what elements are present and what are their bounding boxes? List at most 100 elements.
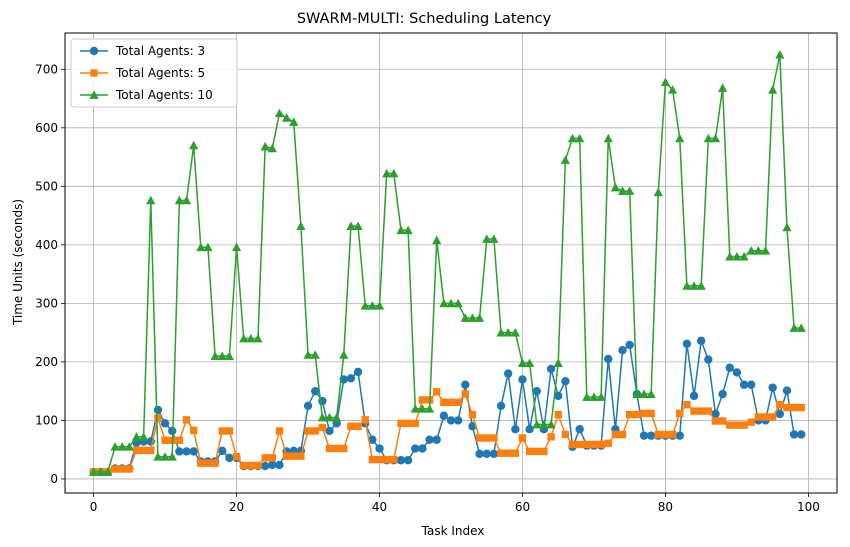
data-point [504, 449, 512, 457]
data-point [325, 426, 334, 436]
data-point [211, 459, 219, 467]
data-point [733, 421, 741, 429]
data-point [404, 419, 412, 428]
data-point [747, 380, 756, 389]
data-point [639, 431, 649, 440]
data-point [554, 410, 562, 419]
data-point [682, 281, 692, 290]
data-point [275, 427, 284, 435]
data-point [296, 221, 306, 231]
data-point [510, 328, 520, 337]
data-point [626, 410, 634, 419]
data-point [775, 409, 785, 419]
data-point [453, 416, 463, 425]
data-point [525, 447, 534, 456]
x-tick-label: 80 [658, 500, 673, 514]
data-point [732, 251, 742, 261]
data-point [353, 221, 363, 231]
data-point [281, 113, 292, 122]
data-point [189, 140, 199, 150]
data-point [340, 444, 348, 453]
data-point [231, 242, 242, 252]
data-point [618, 346, 627, 355]
data-point [668, 430, 677, 439]
data-point [682, 339, 692, 348]
data-point [575, 440, 584, 449]
data-point [496, 401, 506, 410]
data-point [425, 435, 434, 444]
data-point [633, 410, 641, 419]
data-point [511, 449, 520, 457]
data-point [468, 410, 477, 419]
data-point [675, 431, 684, 440]
data-point [753, 246, 763, 255]
data-point [568, 440, 577, 449]
data-point [210, 351, 220, 360]
data-point [646, 431, 656, 440]
data-point [332, 444, 341, 453]
data-point [461, 380, 470, 389]
data-point [224, 351, 235, 360]
data-point [646, 389, 656, 399]
data-point [217, 351, 227, 360]
data-point [317, 412, 327, 422]
data-point [96, 467, 106, 476]
data-point [139, 446, 148, 454]
data-point [525, 358, 535, 367]
data-point [797, 403, 805, 412]
data-point [446, 298, 456, 308]
data-point [132, 446, 141, 454]
data-point [297, 452, 305, 460]
data-point [697, 407, 705, 415]
data-point [125, 465, 134, 473]
data-point [367, 301, 377, 310]
data-point [482, 449, 491, 458]
data-point [783, 403, 791, 412]
data-point [683, 400, 691, 409]
data-point [704, 355, 713, 364]
data-point [403, 225, 413, 235]
data-point [739, 380, 749, 389]
data-point [547, 433, 555, 441]
data-point [474, 313, 485, 322]
y-tick-label: 500 [35, 179, 58, 193]
data-point [460, 313, 470, 322]
data-point [789, 323, 799, 332]
data-point [796, 323, 806, 332]
legend-entry: Total Agents: 10 [80, 88, 213, 102]
data-point [489, 234, 499, 243]
series-3 [88, 50, 806, 476]
data-point [303, 401, 313, 410]
data-point [660, 77, 671, 87]
data-point [689, 391, 699, 401]
data-point [239, 333, 249, 343]
data-point [304, 427, 312, 435]
data-point [375, 444, 384, 453]
data-point [517, 358, 528, 367]
data-point [247, 461, 255, 470]
data-point [390, 455, 398, 464]
y-tick-label: 100 [35, 413, 58, 427]
data-point [382, 455, 391, 464]
data-point [676, 409, 684, 418]
data-point [575, 425, 584, 434]
data-point [347, 422, 355, 430]
data-point [175, 436, 184, 445]
data-point [560, 155, 570, 164]
data-point [632, 389, 642, 399]
data-point [268, 460, 277, 470]
x-tick-label: 40 [372, 500, 387, 514]
data-point [661, 430, 670, 439]
data-point [433, 388, 441, 396]
data-point [111, 465, 119, 473]
data-point [532, 386, 541, 396]
data-point [782, 222, 792, 232]
data-point [475, 449, 484, 458]
data-point [232, 453, 241, 461]
data-point [611, 430, 620, 439]
data-point [418, 444, 427, 453]
data-point [167, 452, 177, 461]
data-point [489, 449, 499, 458]
data-point [618, 430, 627, 439]
data-point [418, 396, 427, 404]
